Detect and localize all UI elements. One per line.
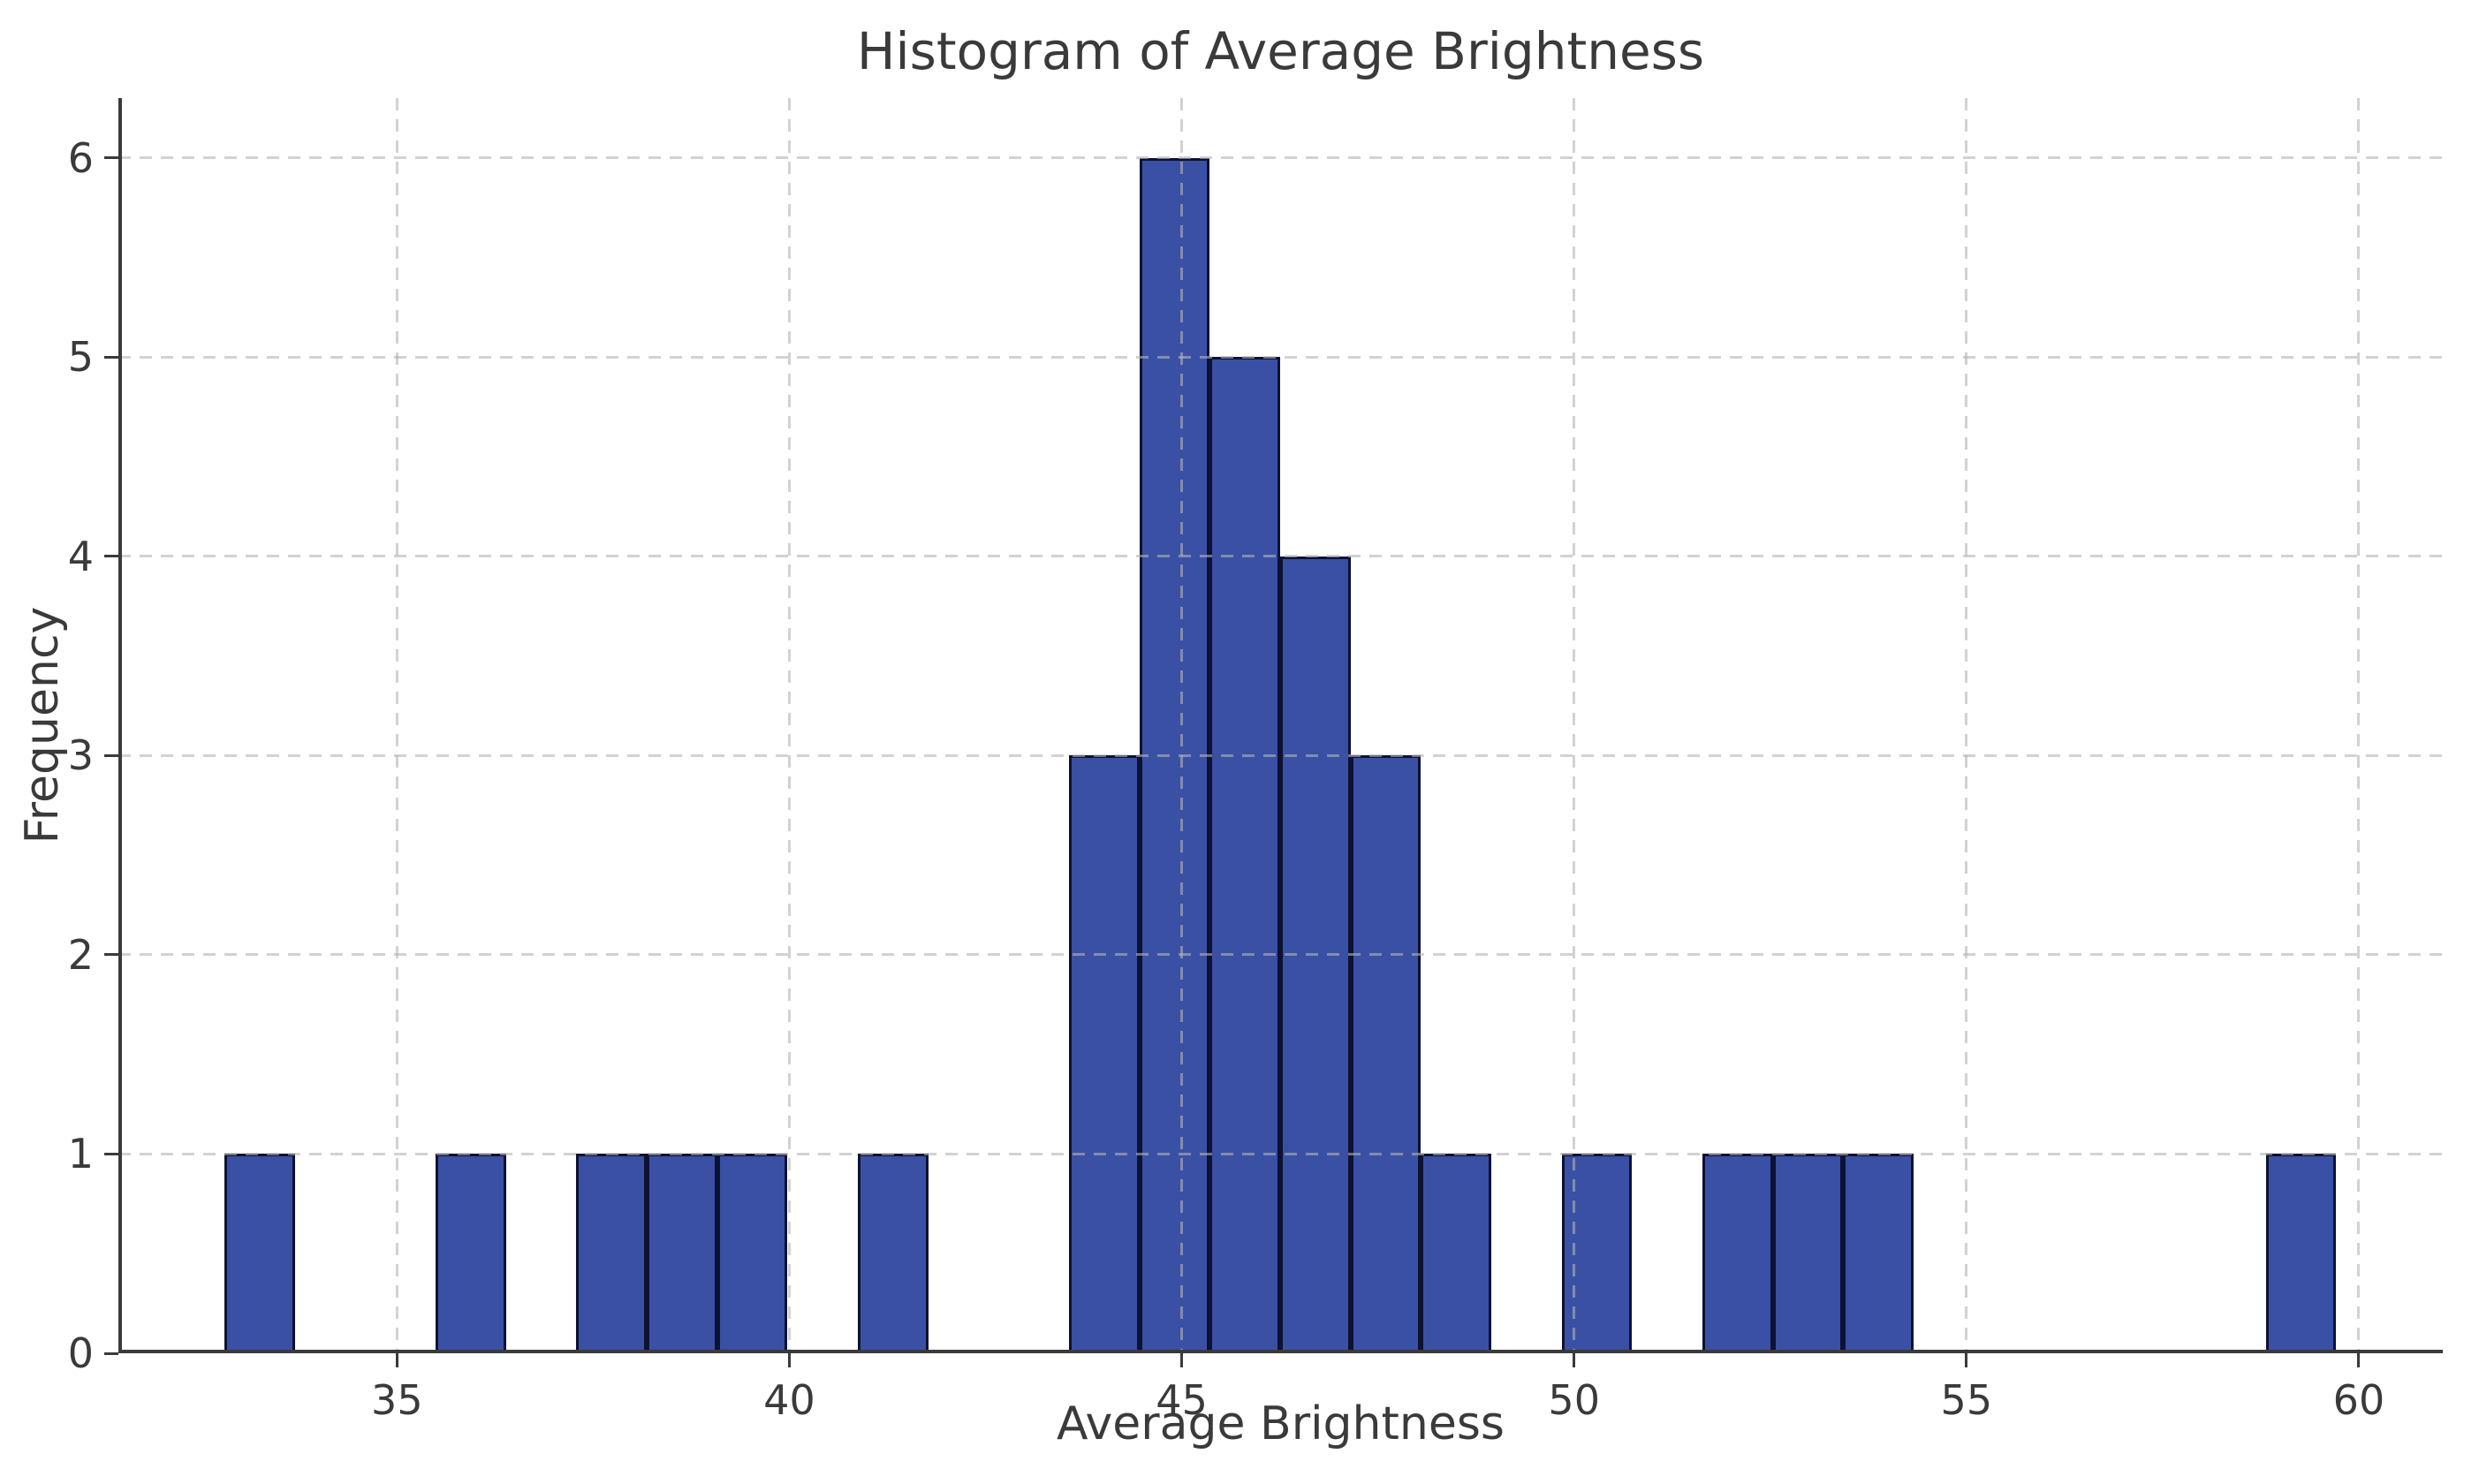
histogram-bar [1702,1154,1773,1353]
histogram-bar [1209,357,1281,1353]
x-gridline [395,98,398,1353]
histogram-bar [1561,1154,1633,1353]
y-axis-label: Frequency [16,606,69,844]
y-tick-mark [104,953,118,957]
x-tick-mark [1573,1353,1576,1367]
histogram-bar [1280,556,1351,1353]
x-tick-label: 40 [763,1376,815,1424]
x-tick-label: 45 [1156,1376,1208,1424]
y-tick-mark [104,555,118,558]
y-tick-mark [104,753,118,757]
y-axis-spine [118,98,122,1353]
y-tick-label: 4 [67,532,94,580]
histogram-bar [1421,1154,1492,1353]
histogram-bar [1139,157,1210,1353]
histogram-bar [646,1154,717,1353]
y-tick-label: 5 [67,333,94,382]
y-tick-mark [104,1352,118,1355]
x-gridline [787,98,791,1353]
histogram-bar [576,1154,647,1353]
x-gridline [2357,98,2361,1353]
chart-title: Histogram of Average Brightness [856,21,1705,81]
plot-area: 35 40 45 50 55 60 0 1 2 3 4 5 6 [68,98,2443,1424]
y-tick-mark [104,355,118,359]
histogram-bar [1069,755,1140,1353]
y-tick-label: 0 [67,1329,94,1377]
y-gridline [118,355,2443,359]
y-tick-mark [104,1152,118,1155]
histogram-bar [857,1154,929,1353]
x-tick-label: 55 [1940,1376,1993,1424]
x-gridline [1965,98,1968,1353]
x-tick-mark [2357,1353,2361,1367]
y-tick-label: 3 [67,731,94,780]
histogram-bar [2265,1154,2337,1353]
histogram-bar [435,1154,506,1353]
histogram-bar [1843,1154,1914,1353]
x-tick-label: 60 [2332,1376,2385,1424]
y-tick-label: 1 [67,1130,94,1178]
y-gridline [118,156,2443,160]
x-tick-mark [787,1353,791,1367]
histogram-bar [1350,755,1421,1353]
y-tick-mark [104,156,118,160]
x-tick-mark [395,1353,398,1367]
y-tick-label: 2 [67,930,94,979]
x-tick-mark [1180,1353,1184,1367]
x-tick-mark [1965,1353,1968,1367]
x-axis-label: Average Brightness [1056,1397,1505,1450]
x-tick-label: 35 [371,1376,423,1424]
histogram-bar [224,1154,295,1353]
y-tick-label: 6 [67,133,94,182]
x-axis-spine [118,1350,2443,1353]
x-tick-label: 50 [1548,1376,1600,1424]
histogram-bar [716,1154,788,1353]
histogram-bar [1772,1154,1844,1353]
